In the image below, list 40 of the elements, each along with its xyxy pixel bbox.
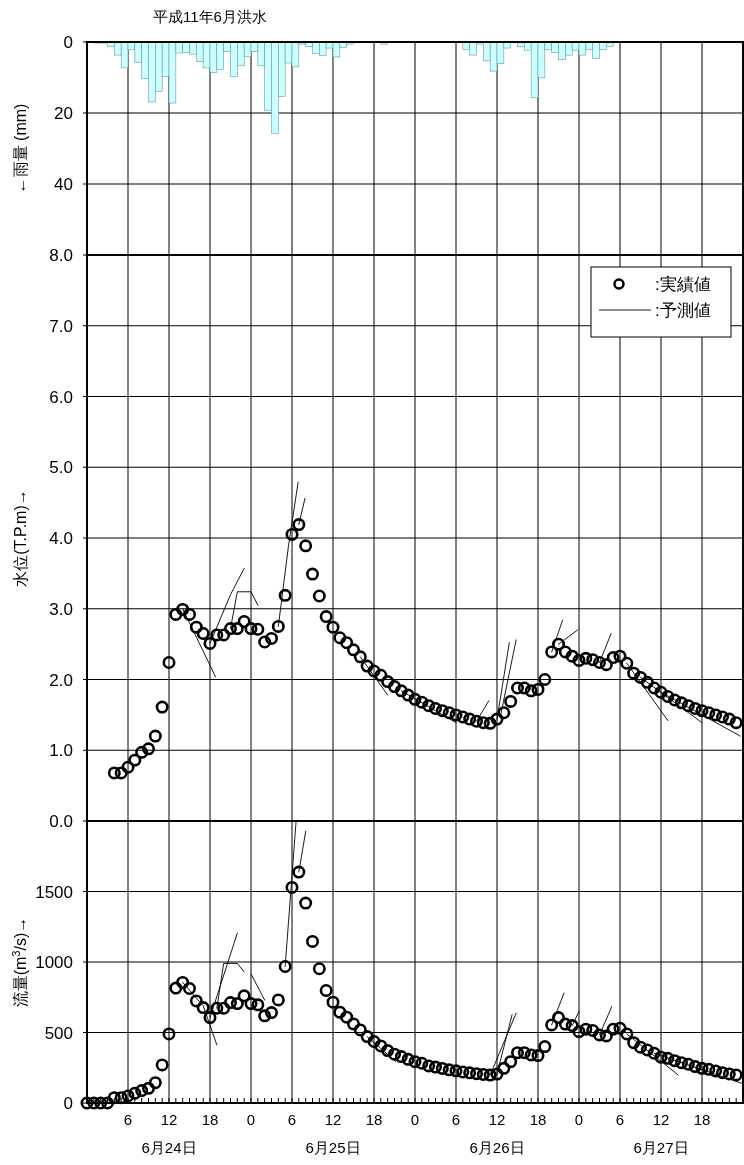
x-tick-label: 12 — [324, 1111, 342, 1128]
y-tick-label: 4.0 — [49, 529, 73, 548]
y-tick-label: 5.0 — [49, 458, 73, 478]
y-axis-title: 水位(T.P.m)→ — [12, 489, 29, 587]
y-tick-label: 3.0 — [49, 599, 73, 619]
y-tick-label: 6.0 — [49, 387, 73, 407]
x-tick-label: 0 — [574, 1111, 584, 1128]
y-tick-label: 1500 — [35, 882, 73, 902]
y-axis-title: ←雨量 (mm) — [12, 103, 29, 194]
x-tick-label: 0 — [246, 1111, 256, 1128]
x-tick-label: 12 — [488, 1111, 506, 1128]
legend-label: :予測値 — [655, 301, 711, 320]
y-tick-label: 8.0 — [49, 246, 73, 265]
chart-title: 平成11年6月洪水 — [153, 8, 267, 25]
legend-label: :実績値 — [655, 275, 711, 294]
x-tick-label: 6 — [287, 1111, 297, 1128]
y-tick-label: 2.0 — [49, 670, 73, 690]
x-tick-label: 18 — [365, 1111, 383, 1128]
y-tick-label: 1.0 — [49, 741, 73, 761]
y-tick-label: 20 — [54, 104, 73, 123]
x-tick-label: 12 — [160, 1111, 178, 1128]
y-tick-label: 7.0 — [49, 316, 73, 336]
x-tick-label: 6 — [451, 1111, 461, 1128]
x-tick-label: 6 — [123, 1111, 133, 1128]
y-tick-label: 0 — [63, 1094, 73, 1113]
y-tick-label: 0 — [63, 33, 73, 52]
x-tick-label: 18 — [529, 1111, 547, 1128]
x-tick-label: 18 — [693, 1111, 711, 1128]
text: 6月24日 — [141, 1139, 197, 1156]
x-tick-label: 18 — [201, 1111, 219, 1128]
text: 6月25日 — [305, 1139, 361, 1156]
y-tick-label: 500 — [44, 1023, 73, 1043]
text: 6月27日 — [633, 1139, 689, 1156]
y-tick-label: 1000 — [35, 953, 73, 972]
text: 6月26日 — [469, 1139, 525, 1156]
x-tick-label: 12 — [652, 1111, 670, 1128]
x-tick-label: 0 — [410, 1111, 420, 1128]
y-tick-label: 40 — [54, 175, 73, 194]
y-tick-label: 0.0 — [49, 812, 73, 831]
x-tick-label: 6 — [615, 1111, 625, 1128]
